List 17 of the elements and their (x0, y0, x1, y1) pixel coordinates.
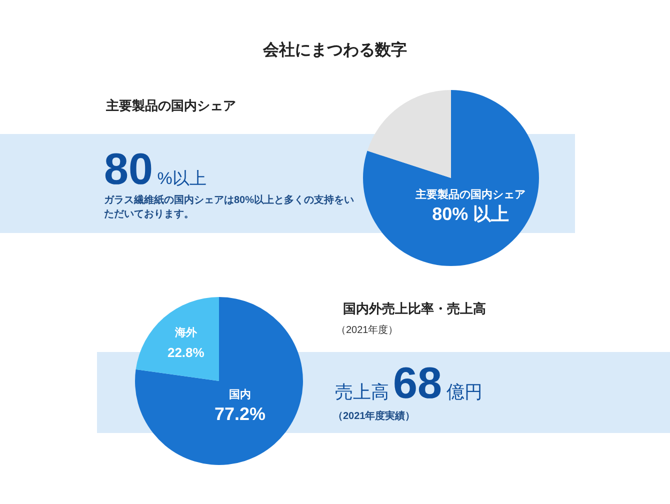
pie-slice (136, 297, 219, 381)
text: 80%以上 (104, 145, 206, 194)
pie-slice (135, 297, 303, 465)
pie-slice (367, 90, 451, 178)
text: （2021年度実績） (333, 410, 416, 422)
data-label: 22.8% (167, 344, 205, 360)
data-label: 77.2% (214, 404, 266, 424)
slice-label: 国内 (228, 388, 251, 402)
text: 主要製品の国内シェア (105, 98, 236, 113)
text: 国内外売上比率・売上高 (343, 301, 486, 316)
chart-title: 会社にまつわる数字 (262, 40, 407, 59)
text: （2021年度） (336, 324, 398, 336)
text: ガラス繊維紙の国内シェアは80%以上と多くの支持をいただいております。 (104, 194, 354, 220)
pie-slice (363, 90, 539, 266)
slice-label: 主要製品の国内シェア (414, 188, 526, 202)
data-label: 80% 以上 (432, 204, 510, 224)
slice-label: 海外 (174, 326, 198, 339)
